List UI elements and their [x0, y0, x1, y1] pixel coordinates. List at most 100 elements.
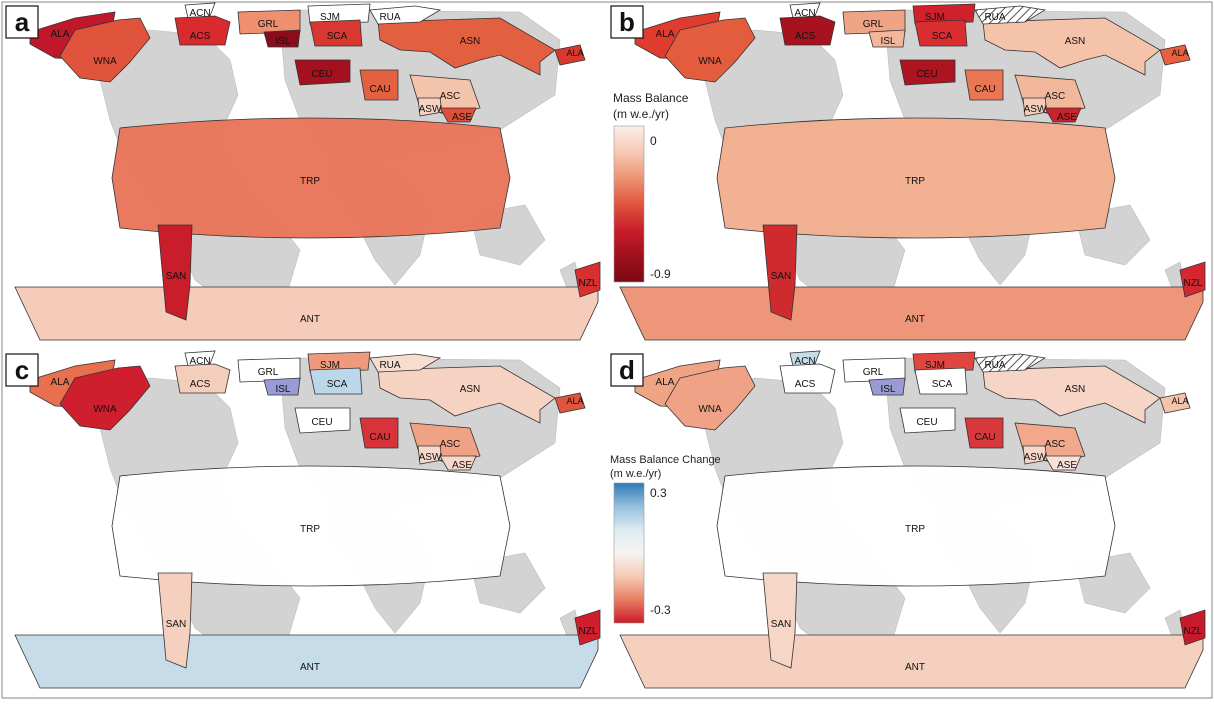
- region-sjm: [912, 3, 976, 25]
- region-trp: [716, 117, 1116, 239]
- region-ceu: [294, 59, 351, 86]
- region-cau: [964, 417, 1004, 449]
- region-label-asn: ASN: [1065, 36, 1086, 47]
- region-sca: [309, 367, 363, 395]
- region-label-sca: SCA: [327, 379, 348, 390]
- region-label-ala: ALA: [656, 29, 675, 40]
- region-label-sjm: SJM: [320, 360, 340, 371]
- region-sjm: [307, 351, 371, 373]
- region-label-acs: ACS: [190, 31, 211, 42]
- region-ala-east: [1159, 392, 1191, 414]
- region-label-asn: ASN: [1065, 384, 1086, 395]
- region-san: [157, 224, 193, 321]
- region-label-acs: ACS: [190, 379, 211, 390]
- region-label-ase: ASE: [452, 112, 472, 123]
- region-label-asc: ASC: [1045, 91, 1066, 102]
- region-ala-east: [554, 44, 586, 66]
- region-label-grl: GRL: [258, 19, 279, 30]
- region-label-rua: RUA: [984, 360, 1005, 371]
- region-nzl: [1179, 609, 1206, 646]
- region-asn: [982, 17, 1161, 76]
- region-ceu: [899, 59, 956, 86]
- region-label-trp: TRP: [905, 524, 925, 535]
- region-ala-east: [1159, 44, 1191, 66]
- region-ase: [1044, 107, 1082, 123]
- region-label-cau: CAU: [974, 432, 995, 443]
- region-wna: [59, 17, 151, 83]
- region-label-nzl: NZL: [579, 278, 598, 289]
- colorbar-change-title-line2: (m w.e./yr): [610, 468, 661, 480]
- region-sca: [309, 19, 363, 47]
- region-acs: [779, 363, 836, 394]
- region-label-rua: RUA: [379, 360, 400, 371]
- region-label-sca: SCA: [932, 379, 953, 390]
- region-label-rua: RUA: [379, 12, 400, 23]
- region-ceu: [899, 407, 956, 434]
- panel-letter-d: d: [619, 355, 635, 385]
- region-asn: [377, 365, 556, 424]
- region-label-nzl: NZL: [1184, 278, 1203, 289]
- region-label-ala-east: ALA: [566, 48, 583, 58]
- region-cau: [964, 69, 1004, 101]
- colorbar-title-line1: Mass Balance: [613, 91, 689, 105]
- region-acs: [174, 363, 231, 394]
- region-label-rua: RUA: [984, 12, 1005, 23]
- region-sjm: [912, 351, 976, 373]
- region-ceu: [294, 407, 351, 434]
- region-label-sjm: SJM: [320, 12, 340, 23]
- colorbar-ramp: [613, 125, 645, 283]
- region-label-acn: ACN: [189, 8, 210, 19]
- region-label-asn: ASN: [460, 384, 481, 395]
- colorbar-max-label: 0: [650, 134, 657, 148]
- region-label-trp: TRP: [300, 524, 320, 535]
- region-label-sjm: SJM: [925, 12, 945, 23]
- panel-letter-box-d: [610, 353, 644, 387]
- region-san: [157, 572, 193, 669]
- region-label-trp: TRP: [905, 176, 925, 187]
- region-label-ala: ALA: [51, 29, 70, 40]
- region-ase: [439, 107, 477, 123]
- region-label-ase: ASE: [452, 460, 472, 471]
- region-ase: [439, 455, 477, 471]
- region-label-nzl: NZL: [1184, 626, 1203, 637]
- panel-letter-box-a: [5, 5, 39, 39]
- region-label-ala: ALA: [51, 377, 70, 388]
- colorbar-change-title-line1: Mass Balance Change: [610, 454, 721, 466]
- region-acs: [174, 15, 231, 46]
- region-label-ant: ANT: [300, 314, 320, 325]
- region-label-sca: SCA: [932, 31, 953, 42]
- region-trp: [111, 117, 511, 239]
- region-wna: [664, 17, 756, 83]
- region-label-ant: ANT: [300, 662, 320, 673]
- region-label-acn: ACN: [794, 8, 815, 19]
- region-label-nzl: NZL: [579, 626, 598, 637]
- region-wna: [664, 365, 756, 431]
- region-trp: [111, 465, 511, 587]
- region-asn: [377, 17, 556, 76]
- region-san: [762, 572, 798, 669]
- colorbar-change-max-label: 0.3: [650, 486, 667, 500]
- region-label-cau: CAU: [974, 84, 995, 95]
- region-label-grl: GRL: [863, 19, 884, 30]
- region-rua: [369, 5, 442, 25]
- region-label-san: SAN: [166, 619, 187, 630]
- panel-d: ALA ACN WNA ACS GRL ISL SJM SCA RUA ASN CEU CAU ASC A…: [610, 350, 1206, 689]
- region-nzl: [1179, 261, 1206, 298]
- region-san: [762, 224, 798, 321]
- panel-letter-box-b: [610, 5, 644, 39]
- region-isl: [868, 377, 906, 396]
- region-label-ceu: CEU: [311, 417, 332, 428]
- region-label-asw: ASW: [1024, 104, 1047, 115]
- colorbar-title-line2: (m w.e./yr): [613, 107, 669, 121]
- region-label-sjm: SJM: [925, 360, 945, 371]
- region-label-ase: ASE: [1057, 112, 1077, 123]
- region-label-asn: ASN: [460, 36, 481, 47]
- region-isl: [263, 29, 301, 48]
- region-label-cau: CAU: [369, 84, 390, 95]
- region-nzl: [574, 261, 601, 298]
- region-label-isl: ISL: [275, 36, 290, 47]
- colorbar-mass-balance-change: Mass Balance Change (m w.e./yr) 0.3 -0.3: [610, 454, 721, 624]
